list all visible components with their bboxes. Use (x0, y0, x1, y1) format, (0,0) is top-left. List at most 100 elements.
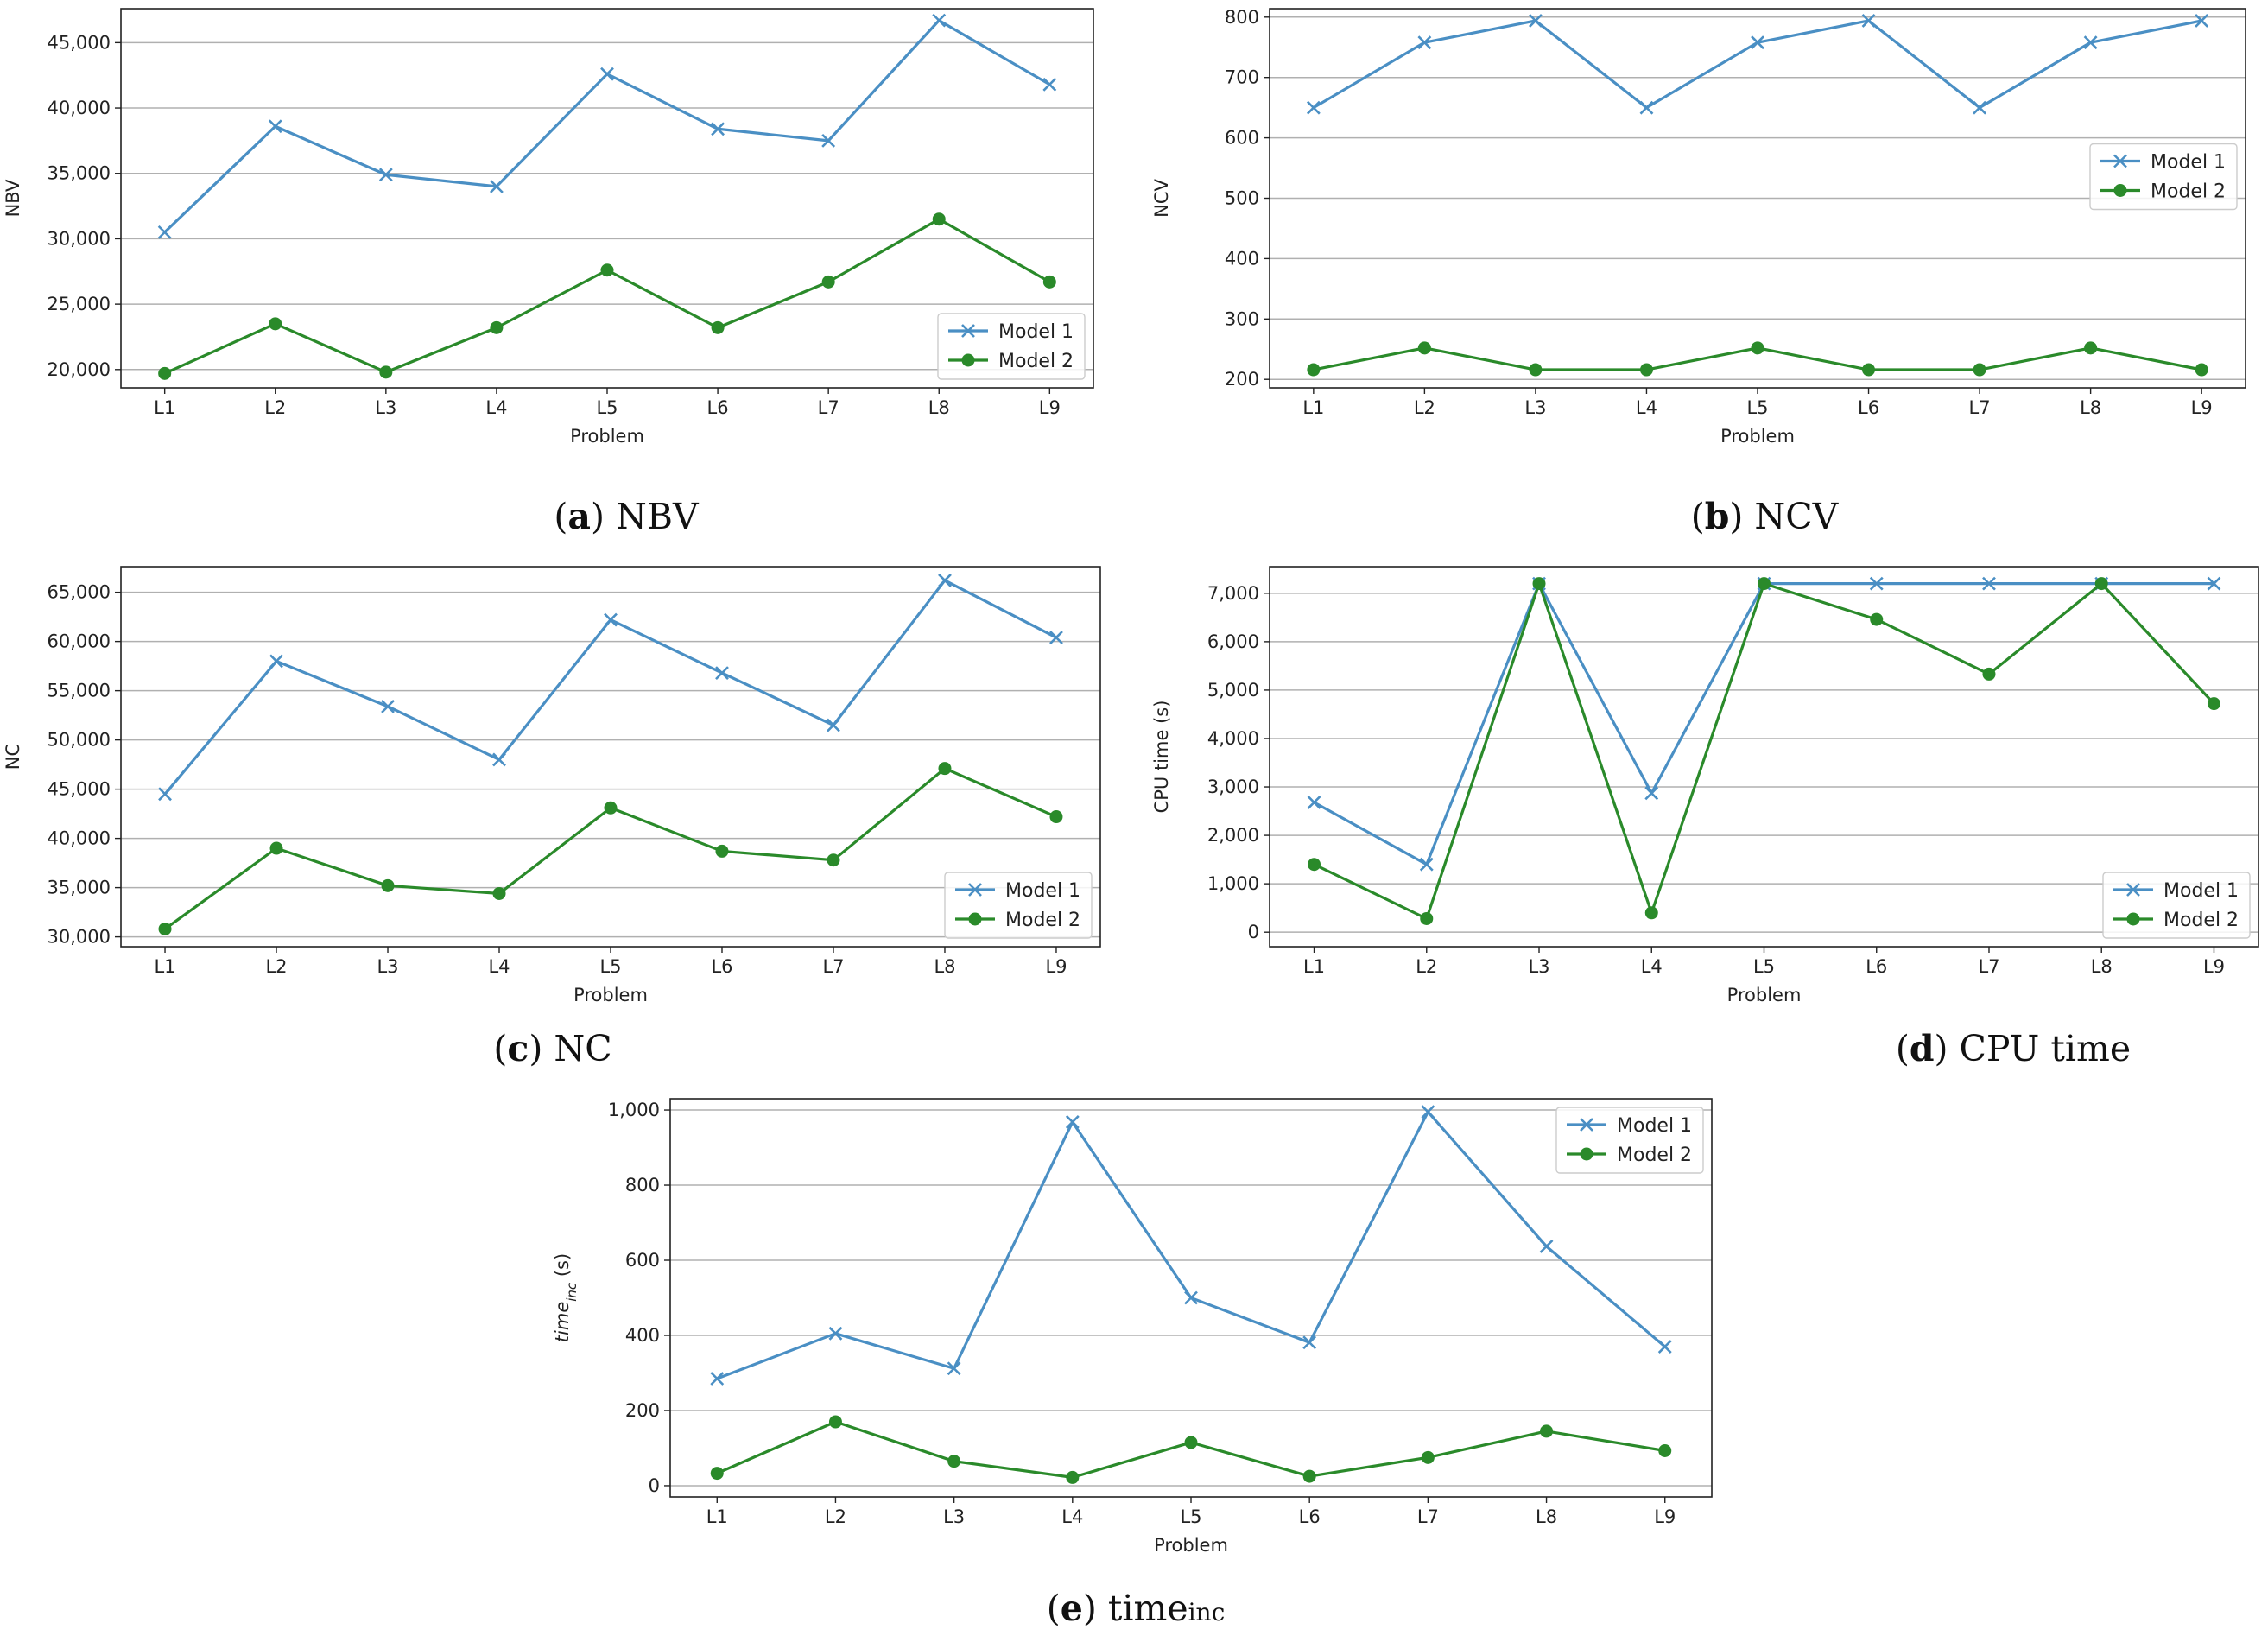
data-point (1869, 576, 1884, 591)
series-line-1 (163, 579, 1057, 796)
data-point (2084, 341, 2098, 355)
y-tick-label: 400 (625, 1325, 660, 1346)
data-point (381, 699, 395, 713)
x-tick-label: L8 (1536, 1506, 1557, 1527)
x-tick-label: L9 (1045, 956, 1067, 977)
data-point (1751, 341, 1764, 355)
y-tick-label: 1,000 (608, 1100, 660, 1120)
data-point (158, 922, 172, 935)
data-point (604, 612, 618, 627)
data-point (1529, 14, 1543, 28)
x-tick-label: L6 (1858, 397, 1879, 418)
x-tick-label: L7 (822, 956, 844, 977)
y-axis-label: NCV (1151, 179, 1172, 218)
legend-label: Model 1 (2151, 152, 2226, 174)
data-point (1861, 14, 1876, 28)
x-tick-label: L4 (485, 397, 507, 418)
data-point (1066, 1470, 1080, 1484)
legend-marker (968, 912, 982, 926)
x-tick-label: L8 (928, 397, 950, 418)
x-tick-label: L2 (264, 397, 286, 418)
data-point (1644, 906, 1658, 920)
series-line-2 (1313, 582, 2215, 921)
data-point (947, 1361, 961, 1376)
y-tick-label: 400 (1225, 248, 1259, 269)
y-tick-label: 200 (1225, 369, 1259, 390)
series-line-1 (1313, 19, 2202, 110)
x-tick-label: L5 (1746, 397, 1768, 418)
y-tick-label: 45,000 (48, 779, 111, 800)
data-point (600, 67, 614, 81)
data-point (1982, 667, 1996, 681)
data-point (269, 654, 283, 669)
y-axis-label: timeinc (s) (552, 1253, 580, 1342)
x-tick-label: L1 (706, 1506, 728, 1527)
data-point (381, 878, 395, 892)
x-axis-label: Problem (1154, 1535, 1228, 1556)
y-tick-label: 4,000 (1207, 728, 1259, 749)
y-tick-label: 600 (625, 1250, 660, 1271)
legend: Model 1 Model 2 (937, 313, 1086, 380)
data-point (1421, 1105, 1435, 1119)
x-tick-label: L5 (1180, 1506, 1201, 1527)
y-axis-label: NBV (3, 179, 23, 217)
data-point (1639, 100, 1654, 115)
y-tick-label: 6,000 (1207, 631, 1259, 652)
x-tick-label: L1 (1303, 956, 1325, 977)
data-point (947, 1455, 961, 1468)
data-point (269, 317, 282, 331)
data-point (1973, 100, 1986, 115)
y-tick-label: 1,000 (1207, 873, 1259, 894)
series-line-2 (716, 1420, 1665, 1479)
y-tick-label: 40,000 (48, 828, 111, 849)
data-point (710, 1372, 725, 1386)
x-axis-label: Problem (570, 426, 644, 447)
legend-label: Model 1 (1617, 1115, 1692, 1137)
x-tick-label: L6 (707, 397, 729, 418)
chart-caption: (b) NCV (1691, 496, 1840, 537)
x-tick-label: L1 (154, 397, 175, 418)
data-point (1751, 35, 1764, 50)
y-tick-label: 45,000 (48, 32, 111, 53)
data-point (828, 1326, 843, 1341)
data-point (715, 666, 729, 681)
data-point (604, 801, 618, 815)
data-point (600, 263, 614, 277)
data-point (1042, 275, 1056, 289)
y-tick-label: 200 (625, 1400, 660, 1421)
legend-marker (961, 324, 975, 338)
legend-label: Model 2 (2163, 910, 2239, 931)
data-point (2207, 697, 2220, 711)
data-point (1982, 576, 1996, 591)
y-tick-label: 55,000 (48, 681, 111, 701)
legend-label: Model 1 (2163, 880, 2239, 902)
data-point (1419, 857, 1434, 872)
data-point (379, 365, 393, 379)
data-point (1758, 577, 1771, 591)
legend-label: Model 1 (1005, 880, 1080, 902)
x-tick-label: L2 (1414, 397, 1435, 418)
legend: Model 1 Model 2 (1555, 1107, 1704, 1174)
data-point (932, 13, 947, 28)
y-tick-label: 5,000 (1207, 680, 1259, 701)
data-point (1657, 1340, 1672, 1354)
chart-a: 20,000 25,000 30,000 35,000 40,000 45,000 L1 L2… (3, 8, 1094, 537)
data-point (158, 787, 172, 802)
chart-caption: (a) NBV (554, 496, 700, 537)
legend-label: Model 2 (998, 351, 1074, 372)
y-tick-label: 20,000 (48, 359, 111, 380)
data-point (828, 1415, 842, 1429)
legend: Model 1 Model 2 (2089, 143, 2238, 211)
legend-label: Model 2 (1617, 1145, 1692, 1166)
data-point (1306, 100, 1321, 115)
series-line-2 (164, 218, 1051, 375)
data-point (1417, 35, 1432, 50)
x-tick-label: L2 (265, 956, 287, 977)
data-point (1421, 1450, 1435, 1464)
legend-marker (2126, 912, 2140, 926)
legend-marker (968, 883, 982, 897)
x-tick-label: L4 (1636, 397, 1657, 418)
x-axis-label: Problem (1727, 985, 1802, 1005)
y-tick-label: 35,000 (48, 878, 111, 898)
x-tick-label: L4 (1061, 1506, 1083, 1527)
